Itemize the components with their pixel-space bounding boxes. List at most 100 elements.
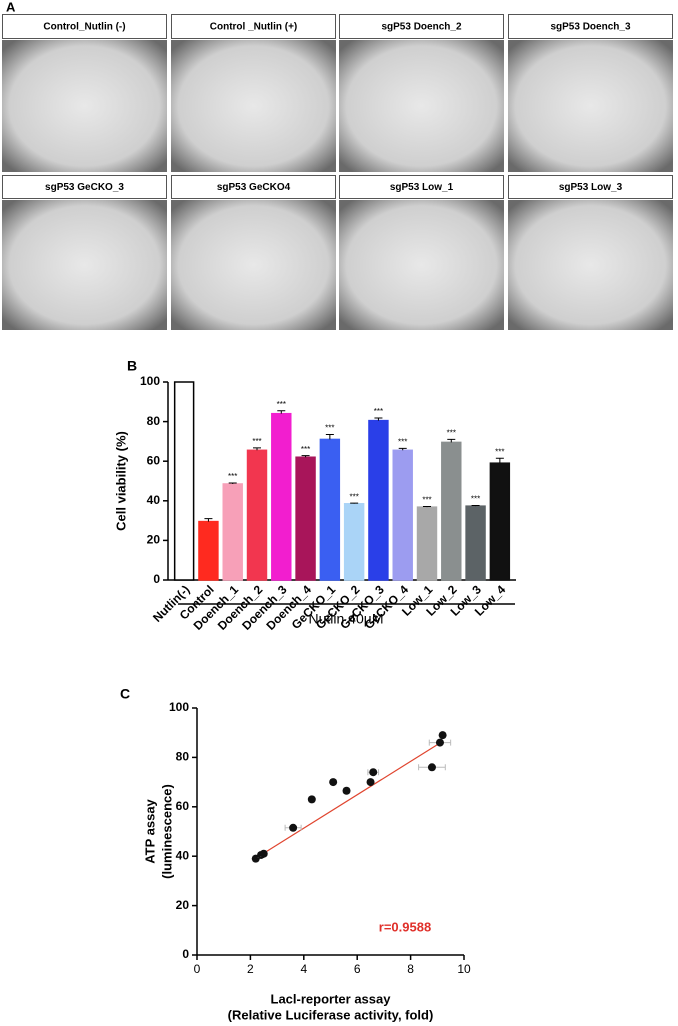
error-bar <box>228 482 237 484</box>
point <box>427 763 436 772</box>
annotation: r=0.9588 <box>379 919 431 934</box>
image-header <box>339 14 504 39</box>
error-bar <box>398 447 407 451</box>
bar <box>416 506 438 581</box>
panel-label: B <box>127 358 137 374</box>
error-bar <box>423 506 431 508</box>
bar <box>441 441 462 581</box>
x-tick-label: 4 <box>300 962 307 976</box>
image-title: sgP53 Doench_3 <box>550 22 630 33</box>
image-header <box>508 175 673 199</box>
significance-label: *** <box>301 445 310 454</box>
significance-label: *** <box>422 496 431 505</box>
bar <box>295 456 316 581</box>
image-title: Control _Nutlin (+) <box>210 22 298 33</box>
significance-label: *** <box>252 437 261 446</box>
bar <box>198 520 219 581</box>
y-axis-label: ATP assay <box>142 798 157 863</box>
y-tick-label: 40 <box>176 848 190 862</box>
error-bar <box>471 505 480 507</box>
point <box>329 778 338 787</box>
y-tick-label: 40 <box>147 493 161 507</box>
image-header <box>2 175 167 199</box>
point <box>438 731 447 740</box>
x-axis-label: Lacl-reporter assay <box>271 991 392 1006</box>
bar <box>173 381 195 581</box>
error-bar <box>253 447 261 451</box>
y-tick-label: 60 <box>147 453 161 467</box>
micrograph <box>339 200 504 330</box>
y-tick-label: 0 <box>182 947 189 961</box>
group-label: Nutlin 40µM <box>309 611 384 627</box>
point <box>307 795 316 804</box>
y-tick-label: 0 <box>153 572 160 586</box>
panel-label: A <box>6 0 16 14</box>
image-header <box>171 14 336 39</box>
y-axis-label: (luminescence) <box>159 784 174 879</box>
point <box>369 768 378 777</box>
error-bar <box>374 417 383 421</box>
y-tick-label: 20 <box>176 898 190 912</box>
error-bar <box>495 457 504 464</box>
x-tick-label: 2 <box>247 962 254 976</box>
bar <box>489 462 511 581</box>
micrograph <box>171 200 336 330</box>
bar <box>368 419 389 581</box>
bar <box>392 449 413 581</box>
significance-label: *** <box>349 492 358 501</box>
image-title: sgP53 GeCKO_3 <box>45 182 124 193</box>
x-axis-label: (Relative Luciferase activity, fold) <box>228 1007 434 1022</box>
bar <box>465 505 486 581</box>
image-title: Control_Nutlin (-) <box>43 22 125 33</box>
image-header <box>171 175 336 199</box>
error-bar <box>301 455 310 458</box>
image-title: sgP53 Low_3 <box>559 182 623 193</box>
fit-line <box>252 740 443 861</box>
y-tick-label: 60 <box>176 799 190 813</box>
y-tick-label: 100 <box>140 374 160 388</box>
image-header <box>2 14 167 39</box>
y-tick-label: 80 <box>147 414 161 428</box>
point <box>342 786 351 795</box>
bar <box>343 503 365 581</box>
x-tick-label: 6 <box>354 962 361 976</box>
image-header <box>339 175 504 199</box>
panel-label: C <box>120 686 130 702</box>
significance-label: *** <box>228 472 237 481</box>
bar <box>319 438 341 581</box>
error-bar <box>204 518 213 522</box>
error-bar <box>350 502 359 504</box>
point <box>289 823 298 832</box>
bar <box>222 483 243 581</box>
error-bar <box>325 433 334 440</box>
y-tick-label: 100 <box>169 700 189 714</box>
significance-label: *** <box>447 429 456 438</box>
image-title: sgP53 Doench_2 <box>381 22 461 33</box>
y-tick-label: 80 <box>176 750 190 764</box>
point <box>259 849 268 858</box>
significance-label: *** <box>325 424 334 433</box>
y-axis-label: Cell viability (%) <box>113 431 128 531</box>
micrograph <box>339 40 504 172</box>
significance-label: *** <box>374 407 383 416</box>
micrograph <box>2 40 167 172</box>
bar <box>271 412 292 581</box>
point <box>435 738 444 747</box>
micrograph <box>508 40 673 172</box>
point <box>366 778 375 787</box>
significance-label: *** <box>471 495 480 504</box>
error-bar <box>447 438 456 443</box>
x-tick-label: 0 <box>194 962 201 976</box>
micrograph <box>508 200 673 330</box>
error-bar <box>277 410 286 414</box>
significance-label: *** <box>277 400 286 409</box>
image-title: sgP53 GeCKO4 <box>217 182 291 193</box>
micrograph <box>171 40 336 172</box>
x-tick-label: 8 <box>407 962 414 976</box>
significance-label: *** <box>495 447 504 456</box>
bar <box>246 449 268 581</box>
image-header <box>508 14 673 39</box>
